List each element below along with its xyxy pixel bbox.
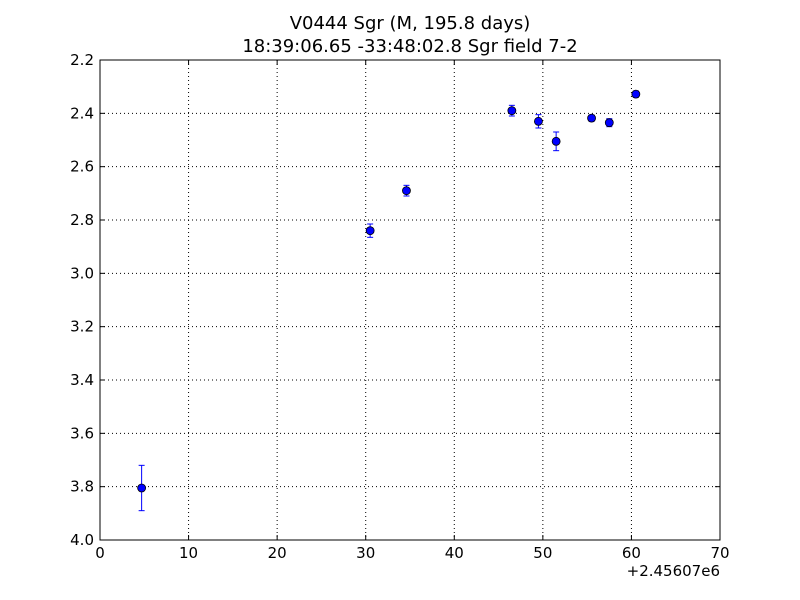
x-tick-labels: 0 10 20 30 40 50 60 70 bbox=[95, 544, 729, 562]
plot-frame bbox=[99, 59, 721, 541]
data-point bbox=[365, 226, 375, 236]
data-point bbox=[551, 136, 561, 146]
y-tick-label: 3.0 bbox=[70, 264, 94, 282]
x-tick-label: 10 bbox=[179, 544, 198, 562]
y-tick-label: 3.2 bbox=[70, 318, 94, 336]
x-tick-label: 40 bbox=[445, 544, 464, 562]
chart-subtitle: 18:39:06.65 -33:48:02.8 Sgr field 7-2 bbox=[242, 36, 577, 57]
data-points bbox=[137, 89, 641, 512]
data-point bbox=[507, 106, 517, 116]
y-tick-label: 3.6 bbox=[70, 424, 94, 442]
y-tick-label: 4.0 bbox=[70, 531, 94, 549]
y-tick-label: 3.8 bbox=[70, 478, 94, 496]
data-point-group bbox=[551, 131, 561, 152]
data-point bbox=[137, 483, 147, 493]
y-tick-label: 2.6 bbox=[70, 158, 94, 176]
data-point bbox=[402, 186, 411, 196]
y-tick-label: 3.4 bbox=[70, 371, 94, 389]
grid-lines bbox=[100, 60, 720, 540]
x-tick-label: 20 bbox=[268, 544, 287, 562]
data-point-group bbox=[604, 118, 614, 128]
x-offset-label: +2.45607e6 bbox=[627, 562, 720, 580]
x-tick-label: 60 bbox=[622, 544, 641, 562]
x-tick-label: 0 bbox=[95, 544, 105, 562]
data-point-group bbox=[587, 113, 596, 123]
data-point-group bbox=[534, 114, 543, 129]
data-point bbox=[604, 118, 614, 128]
data-point bbox=[534, 116, 543, 126]
y-tick-label: 2.4 bbox=[70, 104, 94, 122]
x-tick-label: 30 bbox=[356, 544, 375, 562]
data-point-group bbox=[507, 104, 517, 117]
data-point-group bbox=[631, 89, 641, 99]
data-point-group bbox=[402, 184, 411, 197]
x-tick-label: 50 bbox=[533, 544, 552, 562]
data-point-group bbox=[365, 223, 375, 238]
x-tick-label: 70 bbox=[710, 544, 729, 562]
data-point-group bbox=[137, 464, 147, 512]
y-tick-label: 2.2 bbox=[70, 51, 94, 69]
data-point bbox=[587, 113, 596, 123]
y-tick-labels: 2.2 2.4 2.6 2.8 3.0 3.2 3.4 3.6 3.8 4.0 bbox=[70, 51, 94, 549]
chart-title: V0444 Sgr (M, 195.8 days) bbox=[290, 13, 531, 34]
data-point bbox=[631, 89, 641, 99]
y-tick-label: 2.8 bbox=[70, 211, 94, 229]
